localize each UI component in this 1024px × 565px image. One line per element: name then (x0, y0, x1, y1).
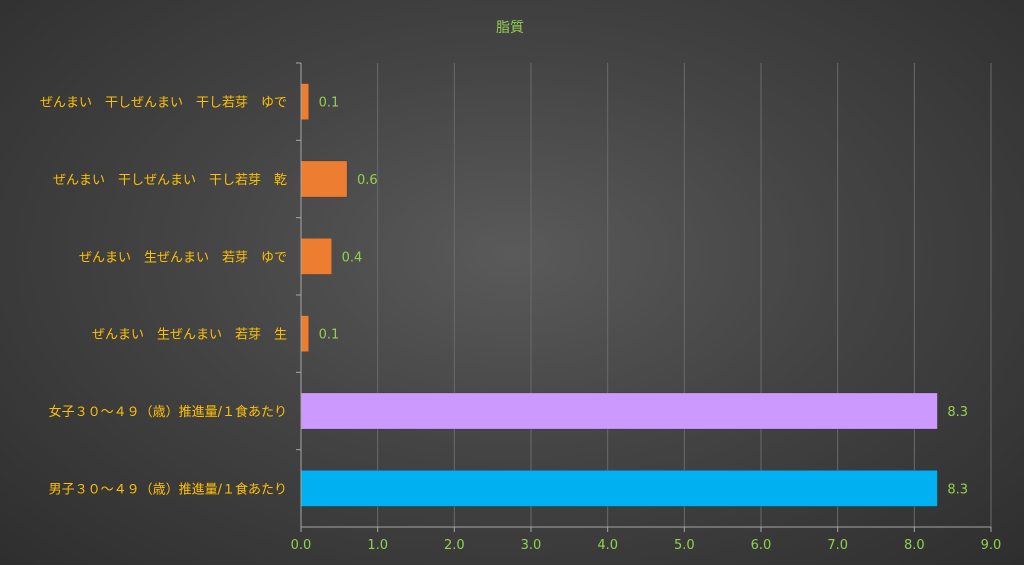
category-label: ぜんまい 干しぜんまい 干し若芽 ゆで (40, 95, 287, 111)
data-label: 8.3 (947, 482, 968, 497)
x-tick-label: 4.0 (597, 538, 618, 553)
bars (300, 83, 938, 507)
data-label: 0.1 (319, 96, 340, 111)
data-label: 0.6 (357, 173, 378, 188)
category-label: 男子３０～４９（歳）推進量/１食あたり (49, 481, 287, 497)
data-label: 8.3 (947, 405, 968, 420)
category-label: ぜんまい 干しぜんまい 干し若芽 乾 (53, 172, 287, 188)
bar (300, 470, 938, 507)
data-label: 0.4 (342, 250, 363, 265)
x-tick-label: 5.0 (674, 538, 695, 553)
category-label: 女子３０～４９（歳）推進量/１食あたり (49, 404, 287, 420)
chart-title: 脂質 (496, 20, 524, 36)
bar (300, 315, 309, 352)
data-label: 0.1 (319, 328, 340, 343)
x-tick-label: 6.0 (751, 538, 772, 553)
category-label: ぜんまい 生ぜんまい 若芽 生 (92, 327, 287, 343)
bar (300, 238, 332, 275)
x-tick-label: 7.0 (827, 538, 848, 553)
x-tick-label: 9.0 (981, 538, 1002, 553)
x-tick-label: 1.0 (367, 538, 388, 553)
labels: 0.0 1.0 2.0 3.0 4.0 5.0 6.0 7.0 8.0 9.0 ぜんまい 干しぜんま… (40, 95, 1001, 553)
bar (300, 160, 348, 198)
x-tick-label: 3.0 (521, 538, 542, 553)
gridlines (377, 63, 992, 527)
bar (300, 392, 938, 430)
x-tick-label: 0.0 (291, 538, 312, 553)
x-tick-label: 2.0 (444, 538, 465, 553)
x-tick-label: 8.0 (904, 538, 925, 553)
axes (296, 62, 992, 532)
bar (300, 83, 309, 120)
category-label: ぜんまい 生ぜんまい 若芽 ゆで (79, 249, 287, 265)
